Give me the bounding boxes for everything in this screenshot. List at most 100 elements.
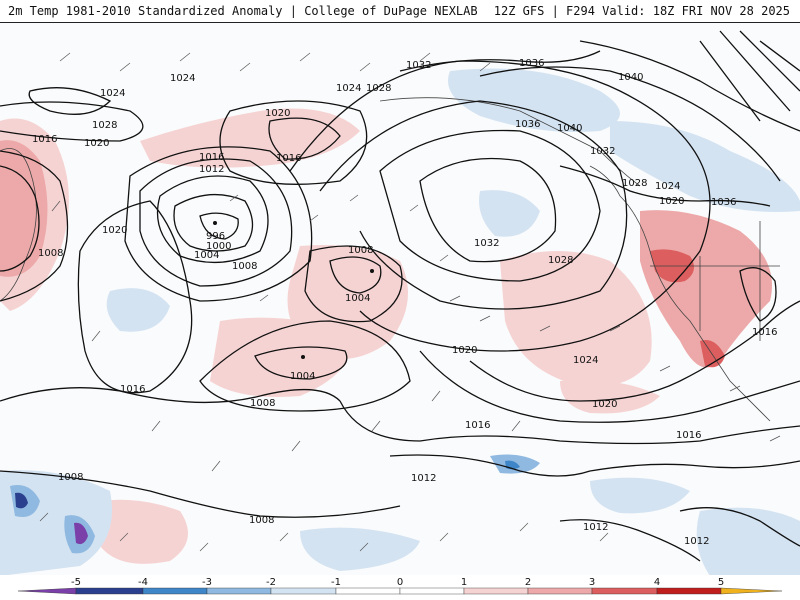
isobar-label: 1008 (348, 245, 373, 256)
isobar-label: 1012 (684, 536, 709, 547)
isobar-label: 1036 (711, 197, 736, 208)
isobar-label: 1012 (411, 473, 436, 484)
isobar-label: 1016 (465, 420, 490, 431)
isobar-label: 1028 (622, 178, 647, 189)
isobar-label: 1012 (583, 522, 608, 533)
isobar-label: 1020 (102, 225, 127, 236)
legend-tick: -1 (331, 577, 341, 588)
legend-band (335, 587, 401, 595)
isobar-label: 1024 (100, 88, 125, 99)
low-center-marker (213, 221, 217, 225)
legend-band (527, 587, 593, 595)
cool-anomaly-patch (106, 288, 170, 332)
legend-colorbar: -5 -4 -3 -2 -1 0 1 2 3 4 5 (17, 577, 783, 595)
isobar-label: 1020 (265, 108, 290, 119)
isobar-label: 1036 (519, 58, 544, 69)
cool-anomaly-patch (74, 522, 88, 545)
legend-band (206, 587, 272, 595)
cool-anomaly-patch (15, 492, 28, 509)
warm-anomaly-patch (100, 499, 188, 564)
isobar-label: 1020 (592, 399, 617, 410)
isobar-label: 1036 (515, 119, 540, 130)
cool-anomaly-patch (300, 527, 420, 571)
legend-band (142, 587, 208, 595)
isobar-label: 1032 (474, 238, 499, 249)
isobar-label: 1016 (199, 152, 224, 163)
map-title: 2m Temp 1981-2010 Standardized Anomaly |… (8, 4, 478, 18)
isobar-label: 1020 (659, 196, 684, 207)
isobar-label: 1008 (250, 398, 275, 409)
isobar-labels: 1024 1024 1028 1016 1020 1024 1028 1020 … (32, 58, 777, 547)
isobar-lines (0, 30, 800, 562)
legend-tick: -4 (138, 577, 148, 588)
isobar-label: 1008 (58, 472, 83, 483)
coastlines (0, 97, 780, 422)
model-run-info: 12Z GFS | F294 Valid: 18Z FRI NOV 28 202… (493, 4, 790, 18)
isobar-label: 1024 (573, 355, 598, 366)
weather-map: 1024 1024 1028 1016 1020 1024 1028 1020 … (0, 22, 800, 576)
isobar-label: 1040 (618, 72, 643, 83)
anomaly-shading (0, 68, 800, 576)
legend-band (463, 587, 529, 595)
isobar-label: 1028 (548, 255, 573, 266)
cool-anomaly-patch (590, 477, 690, 514)
legend-band (75, 587, 144, 595)
cool-anomaly-patch (696, 507, 800, 576)
isobar-label: 1000 (206, 241, 231, 252)
legend-band-min-arrow (17, 587, 77, 595)
isobar-label: 1020 (84, 138, 109, 149)
isobar-label: 1028 (366, 83, 391, 94)
isobar-label: 1012 (199, 164, 224, 175)
cool-anomaly-patch (448, 68, 620, 132)
legend-tick: -5 (71, 577, 81, 588)
isobar-label: 1004 (290, 371, 315, 382)
legend-tick: 3 (589, 577, 595, 588)
anomaly-color-legend: -5 -4 -3 -2 -1 0 1 2 3 4 5 (0, 575, 800, 600)
isobar-label: 1028 (92, 120, 117, 131)
isobar-label: 1008 (38, 248, 63, 259)
legend-band (270, 587, 337, 595)
isobar-label: 1004 (194, 250, 219, 261)
map-header: 2m Temp 1981-2010 Standardized Anomaly |… (0, 0, 800, 22)
legend-tick: 4 (654, 577, 660, 588)
wind-barbs (39, 52, 781, 552)
legend-band (656, 587, 722, 595)
isobar-label: 1024 (170, 73, 195, 84)
isobar-label: 1016 (120, 384, 145, 395)
isobar-label: 996 (206, 231, 225, 242)
isobar-label: 1024 (655, 181, 680, 192)
legend-tick: 2 (525, 577, 531, 588)
warm-anomaly-patch (560, 380, 660, 414)
isobar-label: 1016 (752, 327, 777, 338)
legend-band (399, 587, 465, 595)
warm-anomaly-patch (640, 210, 772, 368)
isobar-label: 1032 (590, 146, 615, 157)
map-canvas: 1024 1024 1028 1016 1020 1024 1028 1020 … (0, 30, 800, 576)
isobar-label: 1016 (32, 134, 57, 145)
legend-color-bands (17, 587, 783, 595)
legend-tick-labels: -5 -4 -3 -2 -1 0 1 2 3 4 5 (71, 577, 724, 588)
warm-anomaly-patch (210, 317, 352, 397)
isobar-label: 1040 (557, 123, 582, 134)
low-center-marker (301, 355, 305, 359)
cool-anomaly-patch (479, 190, 540, 237)
isobar-label: 1008 (232, 261, 257, 272)
isobar-label: 1020 (452, 345, 477, 356)
legend-tick: 5 (718, 577, 724, 588)
pressure-centers (213, 221, 374, 359)
isobar-label: 1032 (406, 60, 431, 71)
isobar-label: 1004 (345, 293, 370, 304)
warm-anomaly-patch (700, 340, 725, 368)
isobar-label: 1016 (276, 153, 301, 164)
isobar-label: 1008 (249, 515, 274, 526)
legend-band-max-arrow (720, 587, 783, 595)
legend-tick: -2 (266, 577, 276, 588)
warm-anomaly-patch (140, 108, 360, 168)
legend-band (591, 587, 658, 595)
legend-tick: -3 (202, 577, 212, 588)
isobar-label: 1024 (336, 83, 361, 94)
cool-anomaly-patch (610, 121, 800, 212)
isobar-label: 1016 (676, 430, 701, 441)
legend-tick: 0 (397, 577, 403, 588)
low-center-marker (370, 269, 374, 273)
